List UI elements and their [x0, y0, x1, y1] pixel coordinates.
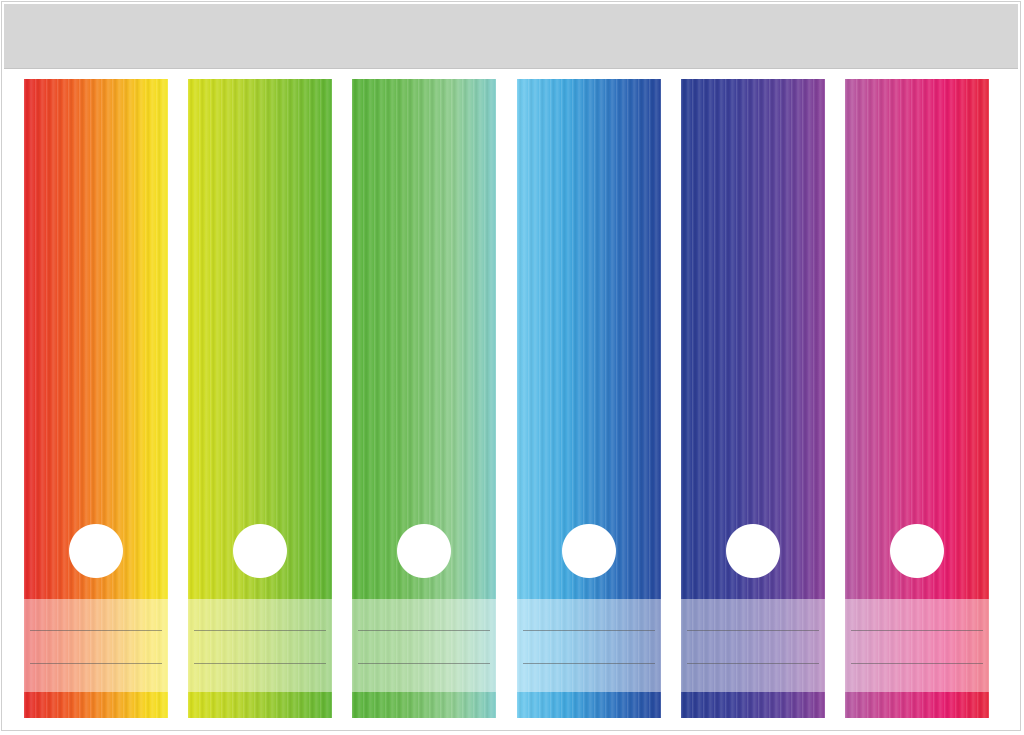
label-field [188, 599, 332, 692]
writing-line [851, 630, 983, 631]
writing-line [358, 630, 490, 631]
finger-hole [562, 524, 616, 578]
finger-hole [890, 524, 944, 578]
writing-line [687, 663, 819, 664]
spine-label [517, 79, 661, 718]
writing-line [851, 663, 983, 664]
writing-line [30, 630, 162, 631]
finger-hole [726, 524, 780, 578]
spine-label [845, 79, 989, 718]
writing-line [523, 630, 655, 631]
label-field [845, 599, 989, 692]
writing-line [30, 663, 162, 664]
writing-line [523, 663, 655, 664]
label-field [681, 599, 825, 692]
finger-hole [69, 524, 123, 578]
writing-line [358, 663, 490, 664]
label-field [352, 599, 496, 692]
label-field [517, 599, 661, 692]
spine-label [188, 79, 332, 718]
spine-label [681, 79, 825, 718]
spine-label [24, 79, 168, 718]
finger-hole [397, 524, 451, 578]
top-bar [4, 4, 1018, 69]
spine-label [352, 79, 496, 718]
writing-line [687, 630, 819, 631]
finger-hole [233, 524, 287, 578]
label-field [24, 599, 168, 692]
writing-line [194, 663, 326, 664]
writing-line [194, 630, 326, 631]
